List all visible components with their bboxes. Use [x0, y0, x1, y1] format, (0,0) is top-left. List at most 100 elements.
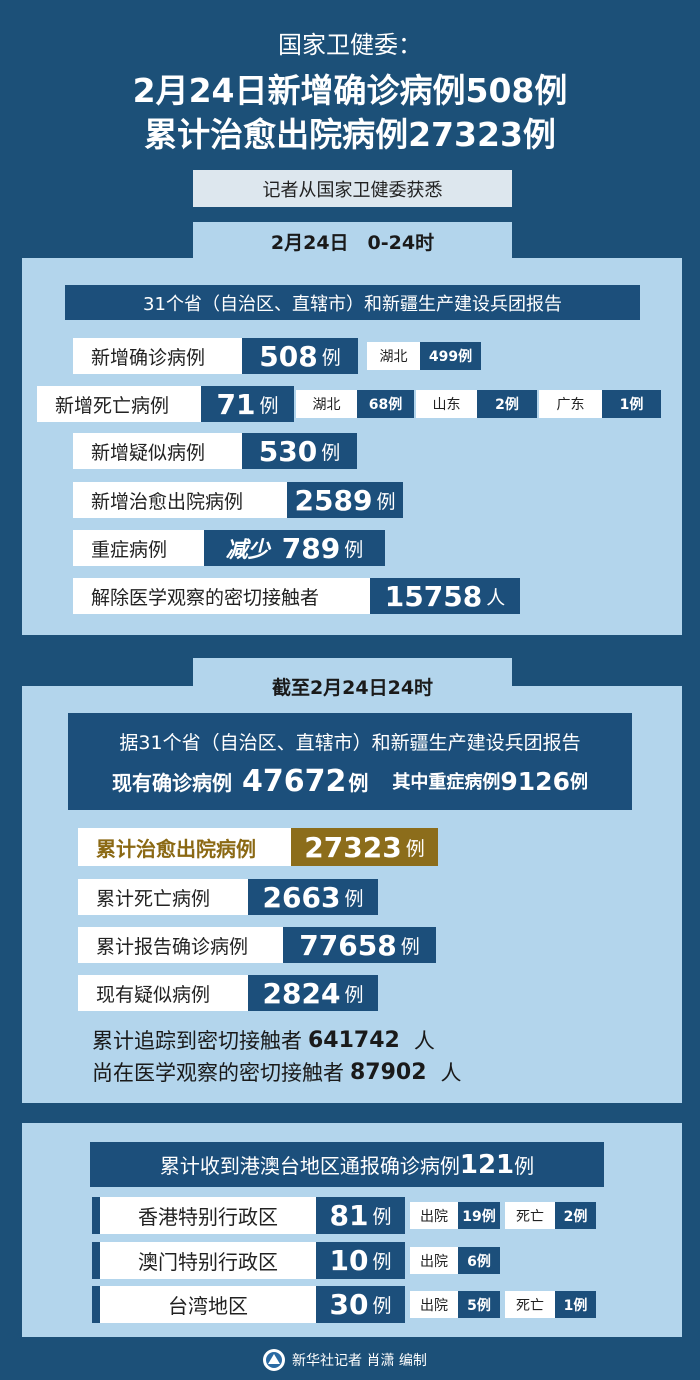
source: 记者从国家卫健委获悉 — [193, 170, 512, 207]
change: 减少 — [225, 538, 270, 563]
region-value: 30 例 — [316, 1286, 405, 1323]
value: 71 — [216, 387, 256, 421]
detail-label: 出院 — [420, 1297, 448, 1314]
row-value: 530 例 — [242, 433, 357, 469]
scope-text: 据31个省（自治区、直辖市）和新疆生产建设兵团报告 — [119, 731, 581, 754]
value: 2663 — [262, 880, 341, 914]
detail: 出院 — [410, 1291, 458, 1318]
detail-label: 死亡 — [516, 1208, 544, 1225]
current-unit: 例 — [348, 770, 369, 795]
contact: 尚在医学观察的密切接触者 87902 人 — [92, 1056, 652, 1088]
severe-unit: 例 — [569, 772, 588, 793]
label: 新增死亡病例 — [55, 394, 170, 417]
scope: 31个省（自治区、直辖市）和新疆生产建设兵团报告 — [65, 285, 640, 320]
scope: 据31个省（自治区、直辖市）和新疆生产建设兵团报告 — [68, 722, 632, 760]
label: 累计治愈出院病例 — [96, 836, 256, 861]
period: 截至2月24日24时 — [193, 658, 512, 714]
detail-label: 出院 — [420, 1253, 448, 1270]
label: 累计报告确诊病例 — [96, 935, 249, 958]
current: 现有确诊病例 47672 例其中重症病例 9126 例 — [68, 760, 632, 802]
region-count: 499例 — [428, 349, 473, 365]
detail-count: 6例 — [467, 1253, 491, 1270]
unit: 例 — [400, 935, 420, 958]
region: 湖北 — [367, 342, 420, 370]
region-label: 香港特别行政区 — [92, 1197, 316, 1234]
contact-unit: 人 — [413, 1029, 435, 1053]
title-text: 2月24日新增确诊病例508例 — [132, 71, 568, 110]
region: 山东 — [416, 390, 477, 418]
row-value: 2663 例 — [248, 879, 378, 915]
value: 15758 — [384, 579, 483, 613]
detail-count: 2例 — [555, 1202, 596, 1229]
current-label: 现有确诊病例 — [112, 770, 233, 795]
detail-count: 2例 — [563, 1208, 588, 1225]
row-label: 累计报告确诊病例 — [78, 927, 283, 963]
detail-label: 出院 — [420, 1208, 448, 1225]
row-label: 重症病例 — [73, 530, 204, 566]
region-count: 2例 — [477, 390, 537, 418]
region-count: 68例 — [357, 390, 414, 418]
row-value: 减少 789 例 — [204, 530, 385, 566]
detail-count: 1例 — [563, 1297, 588, 1314]
row-label: 累计治愈出院病例 — [78, 828, 291, 866]
row-value: 71 例 — [201, 386, 294, 422]
unit: 例 — [259, 394, 279, 417]
title: 累计治愈出院病例27323例 — [0, 110, 700, 154]
region-label: 澳门特别行政区 — [92, 1242, 316, 1279]
contact-value: 641742 — [308, 1027, 400, 1053]
region-value: 10 例 — [316, 1242, 405, 1279]
region-value: 81 例 — [316, 1197, 405, 1234]
unit: 例 — [321, 441, 341, 464]
current-box — [68, 713, 632, 810]
region-name: 台湾地区 — [168, 1294, 248, 1318]
row-label: 新增疑似病例 — [73, 433, 242, 469]
row-value: 2589 例 — [287, 482, 403, 518]
contact-label: 累计追踪到密切接触者 — [92, 1029, 302, 1053]
region: 湖北 — [296, 390, 357, 418]
label: 重症病例 — [91, 538, 168, 561]
detail: 死亡 — [505, 1291, 555, 1318]
source-text: 记者从国家卫健委获悉 — [262, 179, 443, 201]
region-count: 1例 — [602, 390, 661, 418]
row-label: 累计死亡病例 — [78, 879, 248, 915]
severe-value: 9126 — [500, 766, 570, 796]
value: 530 — [258, 434, 318, 468]
hmt-title: 累计收到港澳台地区通报确诊病例 121 例 — [90, 1142, 604, 1187]
value: 789 — [281, 531, 341, 565]
value: 10 — [329, 1244, 369, 1277]
row-label: 解除医学观察的密切接触者 — [73, 578, 370, 614]
title: 2月24日新增确诊病例508例 — [0, 66, 700, 110]
unit: 例 — [344, 983, 364, 1006]
label: 新增疑似病例 — [91, 441, 206, 464]
region: 广东 — [539, 390, 602, 418]
value: 30 — [329, 1288, 369, 1321]
hmt-title-text: 累计收到港澳台地区通报确诊病例 — [159, 1154, 460, 1178]
label: 新增确诊病例 — [91, 346, 206, 369]
region-name: 湖北 — [312, 397, 341, 413]
row-label: 新增确诊病例 — [73, 338, 242, 374]
label: 解除医学观察的密切接触者 — [91, 586, 320, 609]
detail-label: 死亡 — [516, 1297, 544, 1314]
region-name: 澳门特别行政区 — [138, 1250, 278, 1274]
unit: 例 — [405, 837, 425, 860]
severe-label: 其中重症病例 — [392, 772, 501, 793]
label: 现有疑似病例 — [96, 983, 211, 1006]
detail-count: 19例 — [458, 1202, 500, 1229]
region-name: 山东 — [432, 397, 461, 413]
unit: 例 — [344, 887, 364, 910]
footer: 新华社记者 肖潇 编制 — [292, 1348, 592, 1372]
value: 508 — [259, 339, 318, 373]
detail-count: 5例 — [467, 1297, 491, 1314]
row-label: 新增死亡病例 — [37, 386, 201, 422]
contact-unit: 人 — [440, 1061, 462, 1085]
row-value: 27323 例 — [291, 828, 438, 866]
region-label: 台湾地区 — [92, 1286, 316, 1323]
unit: 例 — [376, 490, 396, 513]
value: 2824 — [262, 976, 341, 1010]
detail: 死亡 — [505, 1202, 555, 1229]
period: 2月24日 0-24时 — [193, 222, 512, 260]
hmt-unit: 例 — [514, 1154, 535, 1178]
footer-text: 新华社记者 肖潇 编制 — [292, 1353, 427, 1369]
region-name: 香港特别行政区 — [138, 1205, 278, 1229]
detail-count: 6例 — [458, 1247, 500, 1274]
